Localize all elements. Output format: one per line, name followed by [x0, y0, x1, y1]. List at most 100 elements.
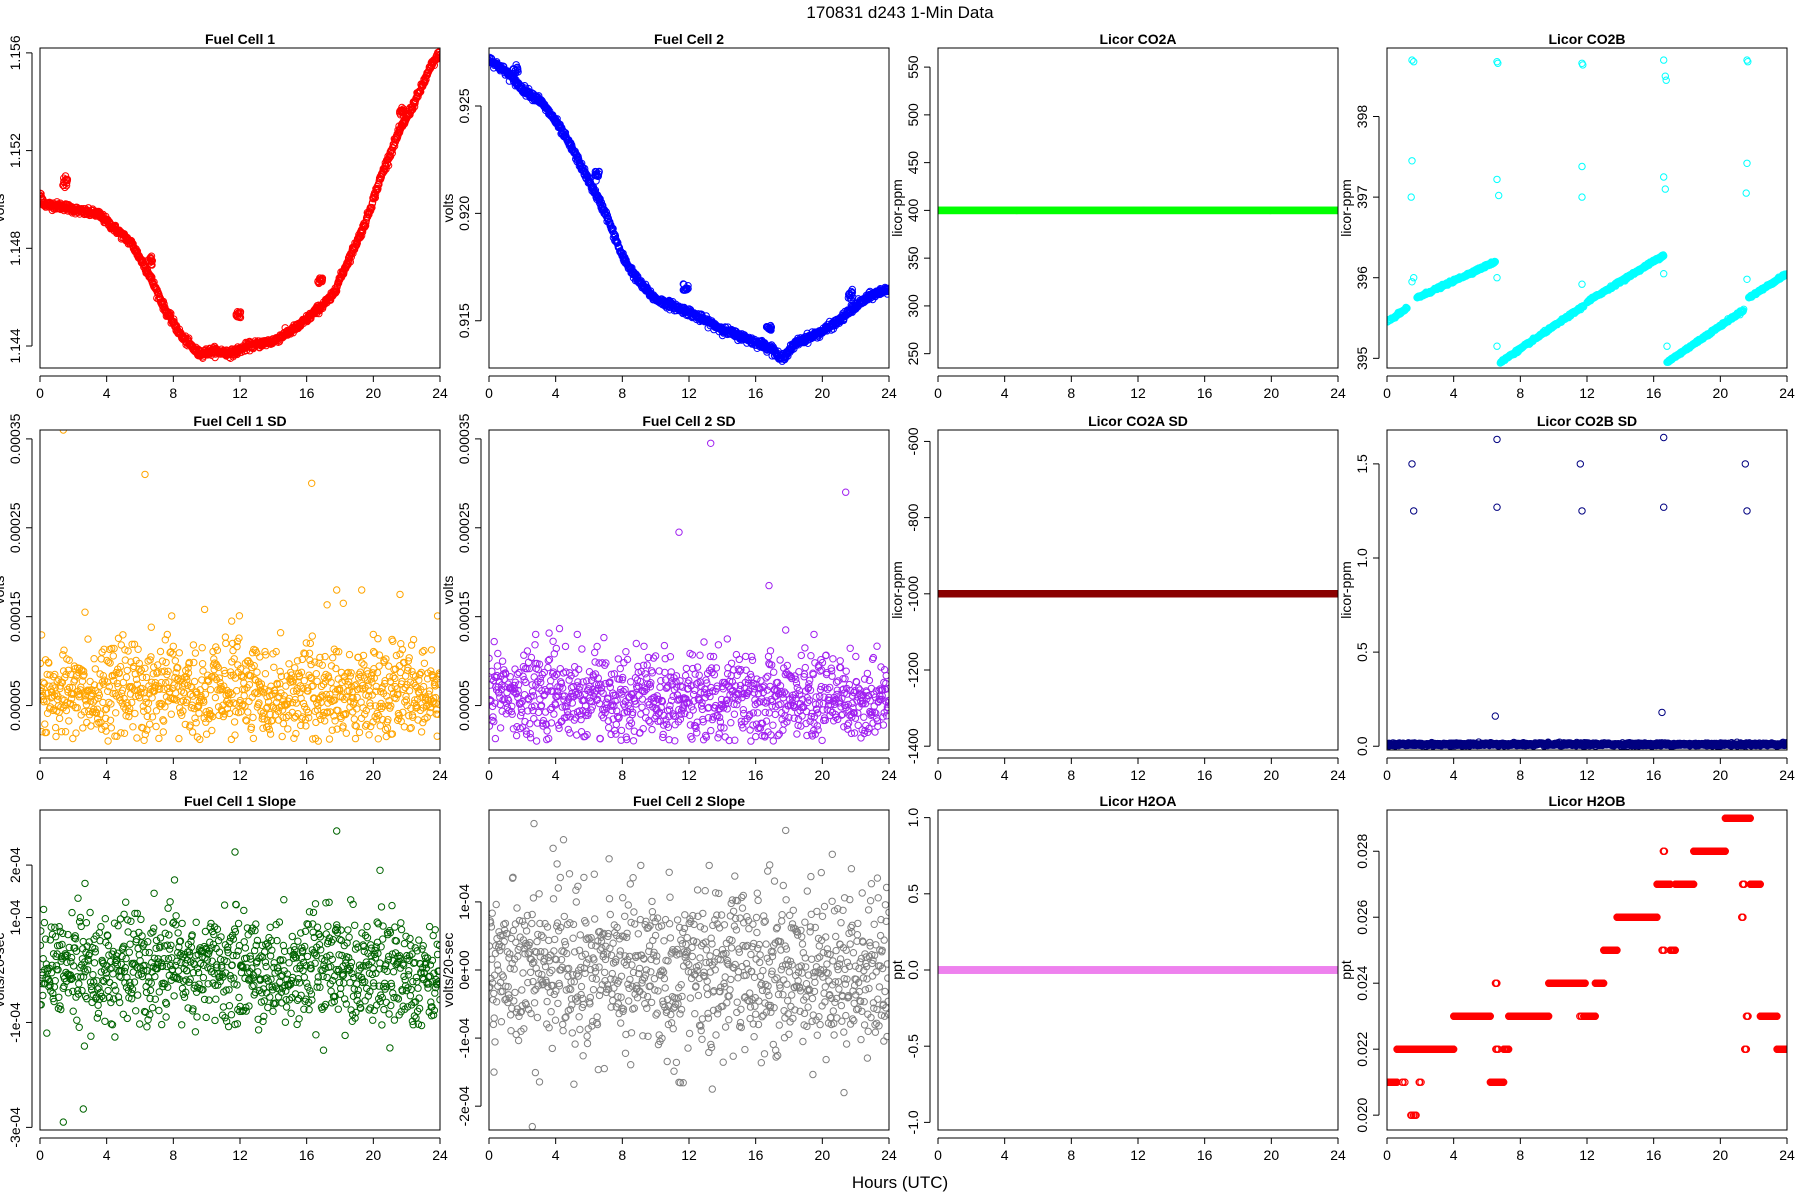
data-point [1742, 189, 1750, 197]
data-point [614, 238, 622, 247]
data-point [1661, 72, 1670, 80]
x-tick-label: 8 [1516, 385, 1524, 401]
data-point [1578, 193, 1586, 201]
x-tick-label: 8 [169, 385, 177, 401]
data-point [1662, 76, 1670, 84]
data-point [368, 203, 376, 212]
x-tick-label: 24 [881, 385, 897, 401]
y-tick-label: 1.148 [7, 231, 23, 266]
data-point [147, 272, 155, 280]
x-tick-label: 8 [1067, 385, 1075, 401]
data-point [848, 288, 857, 297]
x-tick-label: 20 [815, 385, 831, 401]
data-point [1783, 270, 1787, 278]
data-point [371, 194, 379, 202]
data-point [1494, 59, 1502, 67]
y-tick-label: 1.156 [7, 35, 23, 70]
data-point [1781, 271, 1787, 280]
y-tick-label: 450 [905, 151, 921, 175]
data-point [170, 315, 178, 323]
data-point [1403, 304, 1411, 312]
data-point [514, 68, 522, 76]
x-tick-label: 24 [1330, 385, 1346, 401]
data-point [767, 323, 775, 331]
data-point [1495, 191, 1503, 200]
data-point [1660, 252, 1668, 260]
data-point [1410, 274, 1418, 282]
data-point [62, 175, 70, 184]
data-point [599, 201, 607, 210]
data-point [609, 224, 617, 233]
data-point [396, 106, 405, 115]
data-point [1661, 185, 1670, 193]
data-point [591, 167, 599, 176]
y-tick-label: 0.915 [456, 303, 472, 338]
x-tick-label: 0 [485, 385, 493, 401]
y-tick-label: 250 [905, 342, 921, 366]
y-tick-label: 300 [905, 294, 921, 318]
x-tick-label: 4 [103, 385, 111, 401]
data-point [595, 196, 603, 204]
x-tick-label: 20 [1264, 385, 1280, 401]
data-point [1578, 280, 1586, 288]
y-tick-label: 0.925 [456, 88, 472, 123]
data-point [593, 171, 602, 180]
data-point [845, 290, 853, 299]
x-axis-label: Hours (UTC) [852, 1173, 948, 1192]
y-axis-label: volts [0, 194, 7, 223]
data-point [435, 48, 440, 57]
data-points [938, 206, 1338, 215]
data-point [1493, 175, 1501, 184]
data-point [592, 177, 600, 185]
data-point [1491, 258, 1500, 266]
panel-title: Licor CO2A [1099, 31, 1176, 47]
data-point [1493, 342, 1501, 350]
x-tick-label: 4 [1001, 385, 1009, 401]
y-tick-label: 350 [905, 246, 921, 270]
plot-frame [39, 47, 441, 369]
panel-2: Fuel Cell 20 4 8 12 16 20 240.9150.9200.925vol… [440, 31, 897, 401]
data-point [883, 290, 889, 298]
data-point [611, 232, 620, 241]
data-point [145, 257, 153, 265]
data-point [318, 277, 326, 286]
panel-1: Fuel Cell 10 4 8 12 16 20 241.1441.1481.1521.1… [0, 31, 448, 401]
y-tick-label: 400 [905, 198, 921, 222]
data-point [1660, 173, 1668, 181]
data-point [1743, 159, 1751, 168]
data-point [318, 274, 327, 282]
x-tick-label: 20 [366, 385, 382, 401]
data-point [1663, 342, 1671, 350]
data-point [236, 308, 245, 316]
data-point [1744, 58, 1752, 66]
x-tick-label: 8 [618, 385, 626, 401]
x-tick-label: 4 [1450, 385, 1458, 401]
data-point [365, 208, 374, 216]
y-tick-label: 550 [905, 55, 921, 79]
data-point [788, 346, 796, 354]
data-point [388, 149, 396, 157]
data-point [1493, 274, 1501, 282]
x-tick-label: 0 [1383, 385, 1391, 401]
data-point [1743, 275, 1751, 283]
x-tick-label: 12 [1130, 385, 1146, 401]
data-point [1408, 56, 1416, 64]
data-point [1660, 56, 1668, 64]
data-point [681, 284, 690, 293]
y-tick-label: 1.144 [7, 328, 23, 363]
panel-title: Licor CO2B [1548, 31, 1625, 47]
data-point [347, 253, 355, 261]
y-tick-label: 500 [905, 103, 921, 127]
plot-frame [1386, 47, 1788, 369]
data-point [235, 313, 243, 321]
data-points [1387, 56, 1787, 367]
data-point [680, 280, 688, 289]
plot-frame [937, 47, 1339, 369]
data-point [435, 54, 440, 63]
data-point [356, 234, 364, 242]
x-tick-label: 16 [1197, 385, 1213, 401]
x-tick-label: 12 [232, 385, 248, 401]
